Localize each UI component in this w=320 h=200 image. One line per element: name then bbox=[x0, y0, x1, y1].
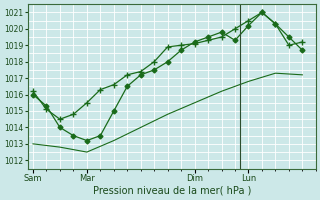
X-axis label: Pression niveau de la mer( hPa ): Pression niveau de la mer( hPa ) bbox=[92, 186, 251, 196]
